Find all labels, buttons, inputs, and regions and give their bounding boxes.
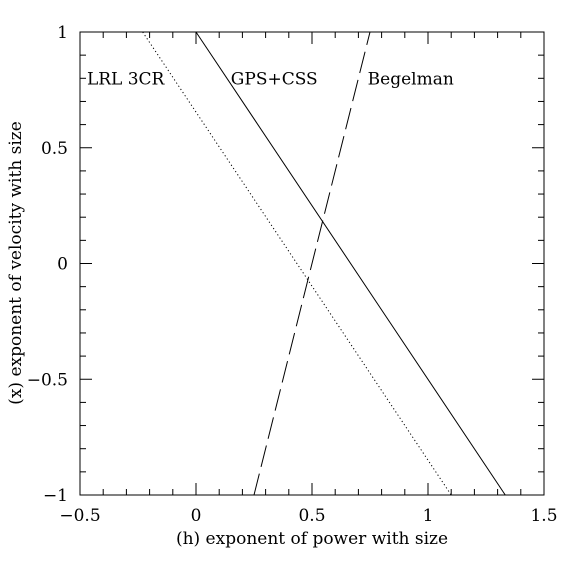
y-tick-label: 0.5: [41, 139, 68, 159]
series-line-begelman: [253, 31, 371, 496]
y-tick-label: 0: [57, 255, 68, 275]
x-tick-label: 0.5: [298, 506, 325, 526]
y-axis-label: (x) exponent of velocity with size: [6, 121, 26, 405]
tick-labels: −0.5 0 0.5 1 1.5−1−0.500.51: [27, 23, 558, 526]
y-tick-label: −0.5: [27, 370, 68, 390]
x-tick-label: −0.5: [59, 506, 100, 526]
y-tick-label: 1: [57, 23, 68, 43]
x-tick-label: 1: [423, 506, 434, 526]
series-label: LRL 3CR: [87, 69, 166, 89]
series-label: GPS+CSS: [231, 69, 318, 89]
series-line-gps-css: [195, 31, 506, 496]
series-lines: [142, 31, 506, 496]
x-tick-label: 1.5: [530, 506, 557, 526]
series-line-lrl-3cr: [142, 31, 452, 496]
x-tick-label: 0: [191, 506, 202, 526]
series-label: Begelman: [368, 69, 454, 89]
series-labels: GPS+CSS LRL 3CR Begelman: [87, 69, 454, 89]
x-axis-label: (h) exponent of power with size: [176, 529, 448, 549]
y-tick-label: −1: [43, 486, 68, 506]
ticks: [79, 31, 545, 496]
